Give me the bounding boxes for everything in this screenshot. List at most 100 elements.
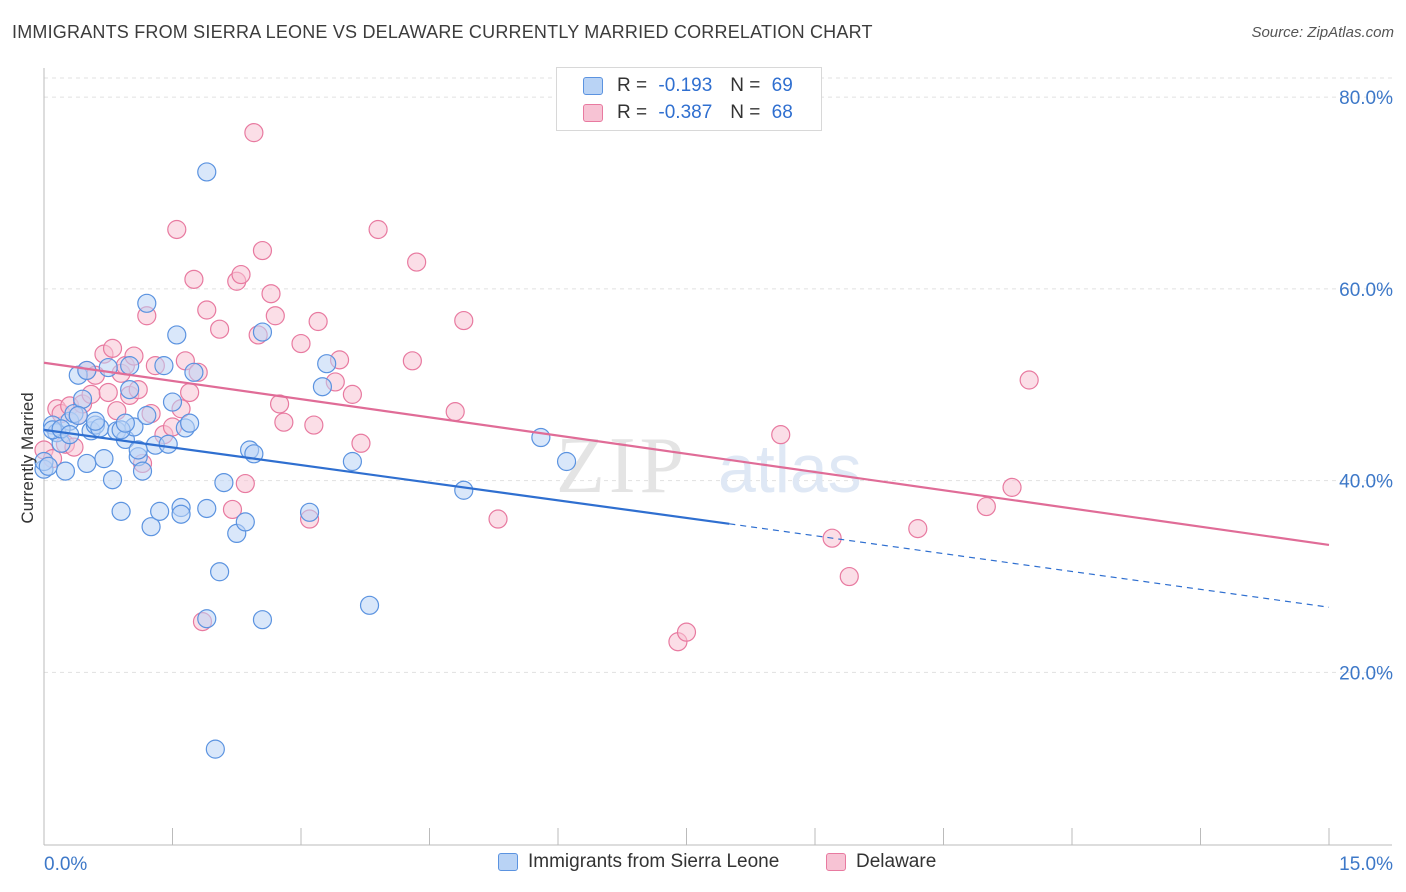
legend-row-delaware: R = -0.387 N = 68 — [583, 100, 793, 126]
data-point — [205, 739, 225, 759]
data-point — [120, 379, 140, 400]
legend-row-sierra-leone: R = -0.193 N = 69 — [583, 73, 793, 99]
trend-line-extension — [729, 523, 1330, 608]
data-point — [141, 517, 161, 537]
data-point — [167, 219, 187, 240]
data-point — [180, 382, 200, 403]
data-point — [676, 622, 697, 642]
y-tick-label: 60.0% — [1339, 280, 1393, 301]
data-point — [120, 356, 140, 376]
data-point — [162, 392, 183, 412]
data-point — [317, 354, 337, 374]
data-point — [304, 415, 324, 435]
data-point — [171, 504, 191, 524]
gridlines — [44, 77, 1392, 673]
data-point — [98, 382, 118, 403]
data-point — [68, 405, 88, 426]
x-tick-label: 15.0% — [1339, 854, 1393, 875]
data-point — [445, 402, 465, 422]
data-point — [102, 338, 123, 358]
series-sierra-leone-points — [34, 162, 577, 759]
y-tick-label: 80.0% — [1339, 88, 1393, 109]
x-tick-label: 0.0% — [44, 854, 87, 875]
data-point — [312, 377, 333, 397]
data-point — [351, 433, 371, 453]
legend-r-label: R = — [617, 102, 648, 123]
data-point — [197, 300, 217, 320]
data-point — [38, 456, 58, 476]
data-point — [407, 252, 427, 272]
series-delaware-points — [34, 123, 1039, 652]
trend-line — [43, 361, 1330, 547]
data-point — [184, 362, 204, 382]
bottom-legend-delaware: Delaware — [826, 851, 936, 873]
data-point — [197, 609, 217, 629]
data-point — [102, 470, 123, 490]
data-point — [291, 333, 311, 354]
trend-line — [43, 428, 730, 525]
data-point — [299, 502, 320, 522]
data-point — [184, 269, 204, 289]
legend-n-label: N = — [730, 102, 761, 123]
chart-source: Source: ZipAtlas.com — [1251, 24, 1394, 41]
legend-swatch-blue — [583, 77, 603, 95]
data-point — [137, 405, 157, 426]
data-point — [115, 413, 135, 433]
y-axis-label: Currently Married — [18, 392, 37, 523]
data-point — [210, 562, 230, 582]
data-point — [235, 512, 255, 532]
legend-n-value: 69 — [771, 75, 793, 96]
data-point — [308, 311, 328, 332]
data-point — [235, 473, 255, 494]
data-point — [1002, 477, 1022, 497]
data-point — [55, 461, 76, 481]
data-point — [77, 453, 97, 474]
data-point — [180, 413, 200, 433]
data-point — [158, 434, 178, 454]
data-point — [231, 264, 251, 285]
data-point — [132, 461, 153, 481]
data-point — [252, 322, 273, 342]
bottom-legend-swatch-blue — [498, 853, 518, 871]
data-point — [111, 501, 131, 521]
y-tick-label: 20.0% — [1339, 663, 1393, 684]
legend-r-value: -0.193 — [658, 75, 713, 96]
data-point — [150, 501, 170, 521]
data-point — [454, 480, 474, 500]
data-point — [1019, 370, 1039, 390]
bottom-legend-label-delaware: Delaware — [856, 851, 937, 872]
data-point — [94, 449, 114, 469]
data-point — [976, 496, 996, 517]
legend-swatch-pink — [583, 104, 603, 122]
bottom-legend-label-sierra-leone: Immigrants from Sierra Leone — [528, 851, 780, 872]
data-point — [274, 412, 294, 432]
data-point — [908, 519, 928, 539]
tick-labels: 20.0% 40.0% 60.0% 80.0% 0.0% 15.0% — [44, 88, 1393, 875]
watermark: ZIP atlas — [556, 422, 862, 510]
legend-r-label: R = — [617, 75, 648, 96]
bottom-legend-swatch-pink — [826, 853, 846, 871]
data-point — [167, 325, 187, 345]
data-point — [342, 451, 362, 472]
data-point — [137, 293, 157, 313]
data-point — [771, 425, 791, 445]
data-point — [197, 162, 217, 182]
data-point — [342, 384, 362, 404]
data-point — [72, 389, 93, 409]
data-point — [128, 440, 148, 460]
data-point — [214, 472, 234, 493]
y-tick-label: 40.0% — [1339, 472, 1393, 493]
trend-lines — [43, 361, 1330, 608]
data-point — [839, 566, 859, 587]
bottom-legend-sierra-leone: Immigrants from Sierra Leone — [498, 851, 779, 873]
data-point — [244, 123, 264, 143]
legend-r-value: -0.387 — [658, 102, 713, 123]
data-point — [252, 610, 273, 630]
data-point — [261, 284, 281, 304]
watermark-zip: ZIP — [556, 422, 688, 510]
data-point — [368, 219, 388, 240]
legend-n-label: N = — [730, 75, 761, 96]
data-point — [556, 451, 577, 472]
legend-n-value: 68 — [771, 102, 793, 123]
